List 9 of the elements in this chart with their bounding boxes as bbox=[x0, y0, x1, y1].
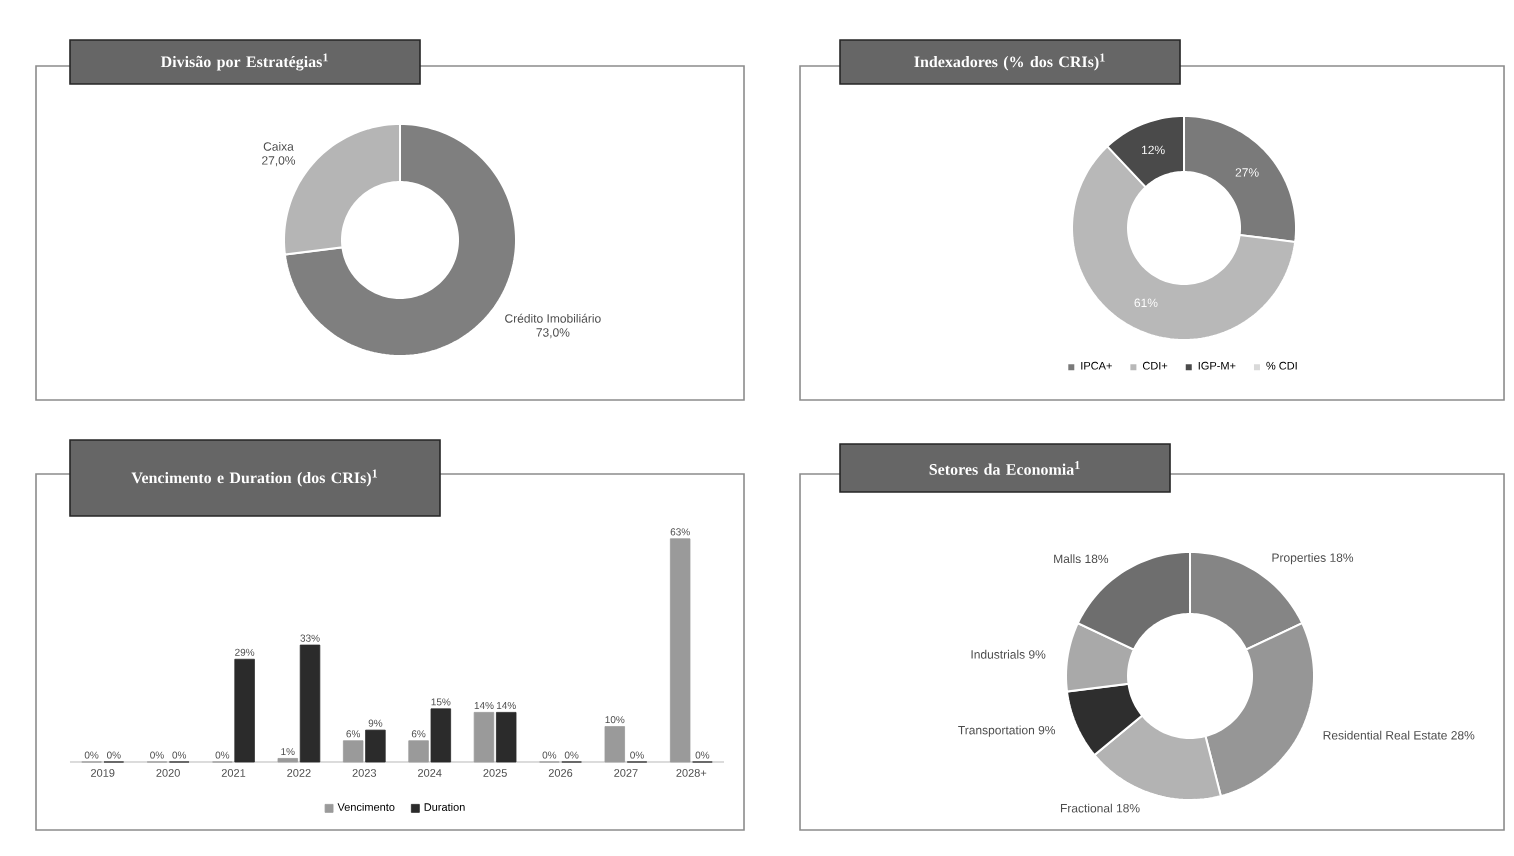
chart-title: Setores da Economia$^{1}$ bbox=[929, 461, 1080, 475]
chart-title: Vencimento e Duration (dos CRIs)$^{1}$ bbox=[131, 469, 378, 487]
bar bbox=[496, 712, 517, 763]
bar bbox=[365, 729, 386, 763]
chart-title: Divisão por Estratégias$^{1}$ bbox=[160, 53, 328, 71]
bar bbox=[430, 708, 452, 763]
chart-title: Indexadores (% dos CRIs)$^{1}$ bbox=[914, 53, 1105, 71]
bar bbox=[299, 644, 321, 763]
bar bbox=[234, 658, 255, 763]
